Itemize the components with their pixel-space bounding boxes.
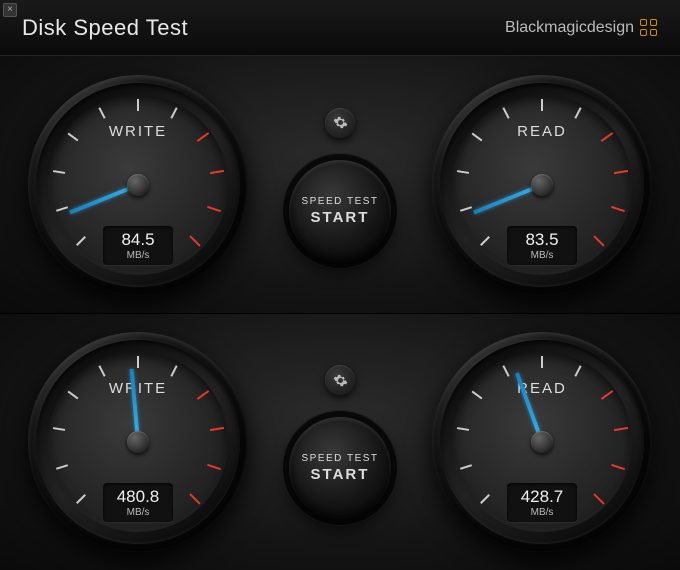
settings-button[interactable] <box>325 365 355 395</box>
start-button[interactable]: SPEED TEST START <box>289 417 391 519</box>
gauge-unit: MB/s <box>103 507 173 518</box>
gauge-hub <box>531 431 553 453</box>
write-gauge: WRITE 84.5 MB/s <box>28 75 248 295</box>
settings-button[interactable] <box>325 108 355 138</box>
gauge-readout: 83.5 MB/s <box>507 226 577 265</box>
gauge-value: 428.7 <box>507 488 577 505</box>
gauge-readout: 428.7 MB/s <box>507 483 577 522</box>
brand: Blackmagicdesign <box>505 19 658 37</box>
test-panel: WRITE 84.5 MB/s SPEED TEST START READ 83… <box>0 56 680 313</box>
gauge-readout: 480.8 MB/s <box>103 483 173 522</box>
gear-icon <box>333 373 348 388</box>
app-title: Disk Speed Test <box>22 15 188 41</box>
gauge-hub <box>127 174 149 196</box>
read-gauge: READ 83.5 MB/s <box>432 75 652 295</box>
gauge-hub <box>127 431 149 453</box>
read-gauge: READ 428.7 MB/s <box>432 332 652 552</box>
gauge-value: 83.5 <box>507 231 577 248</box>
gauge-label: WRITE <box>28 380 248 397</box>
gauge-value: 84.5 <box>103 231 173 248</box>
gauge-label: READ <box>432 123 652 140</box>
start-button[interactable]: SPEED TEST START <box>289 160 391 262</box>
brand-logo-icon <box>640 19 658 37</box>
gauge-label: READ <box>432 380 652 397</box>
start-label-line2: START <box>311 209 370 226</box>
write-gauge: WRITE 480.8 MB/s <box>28 332 248 552</box>
gauge-unit: MB/s <box>507 507 577 518</box>
titlebar: Disk Speed Test Blackmagicdesign <box>0 0 680 56</box>
brand-label: Blackmagicdesign <box>505 19 634 37</box>
gauge-readout: 84.5 MB/s <box>103 226 173 265</box>
gauge-label: WRITE <box>28 123 248 140</box>
gauge-unit: MB/s <box>103 250 173 261</box>
test-panel: WRITE 480.8 MB/s SPEED TEST START READ 4… <box>0 313 680 570</box>
start-label-line2: START <box>311 466 370 483</box>
gear-icon <box>333 115 348 130</box>
start-label-line1: SPEED TEST <box>301 453 378 464</box>
gauge-unit: MB/s <box>507 250 577 261</box>
close-button[interactable]: × <box>3 3 17 17</box>
gauge-hub <box>531 174 553 196</box>
start-label-line1: SPEED TEST <box>301 196 378 207</box>
gauge-value: 480.8 <box>103 488 173 505</box>
